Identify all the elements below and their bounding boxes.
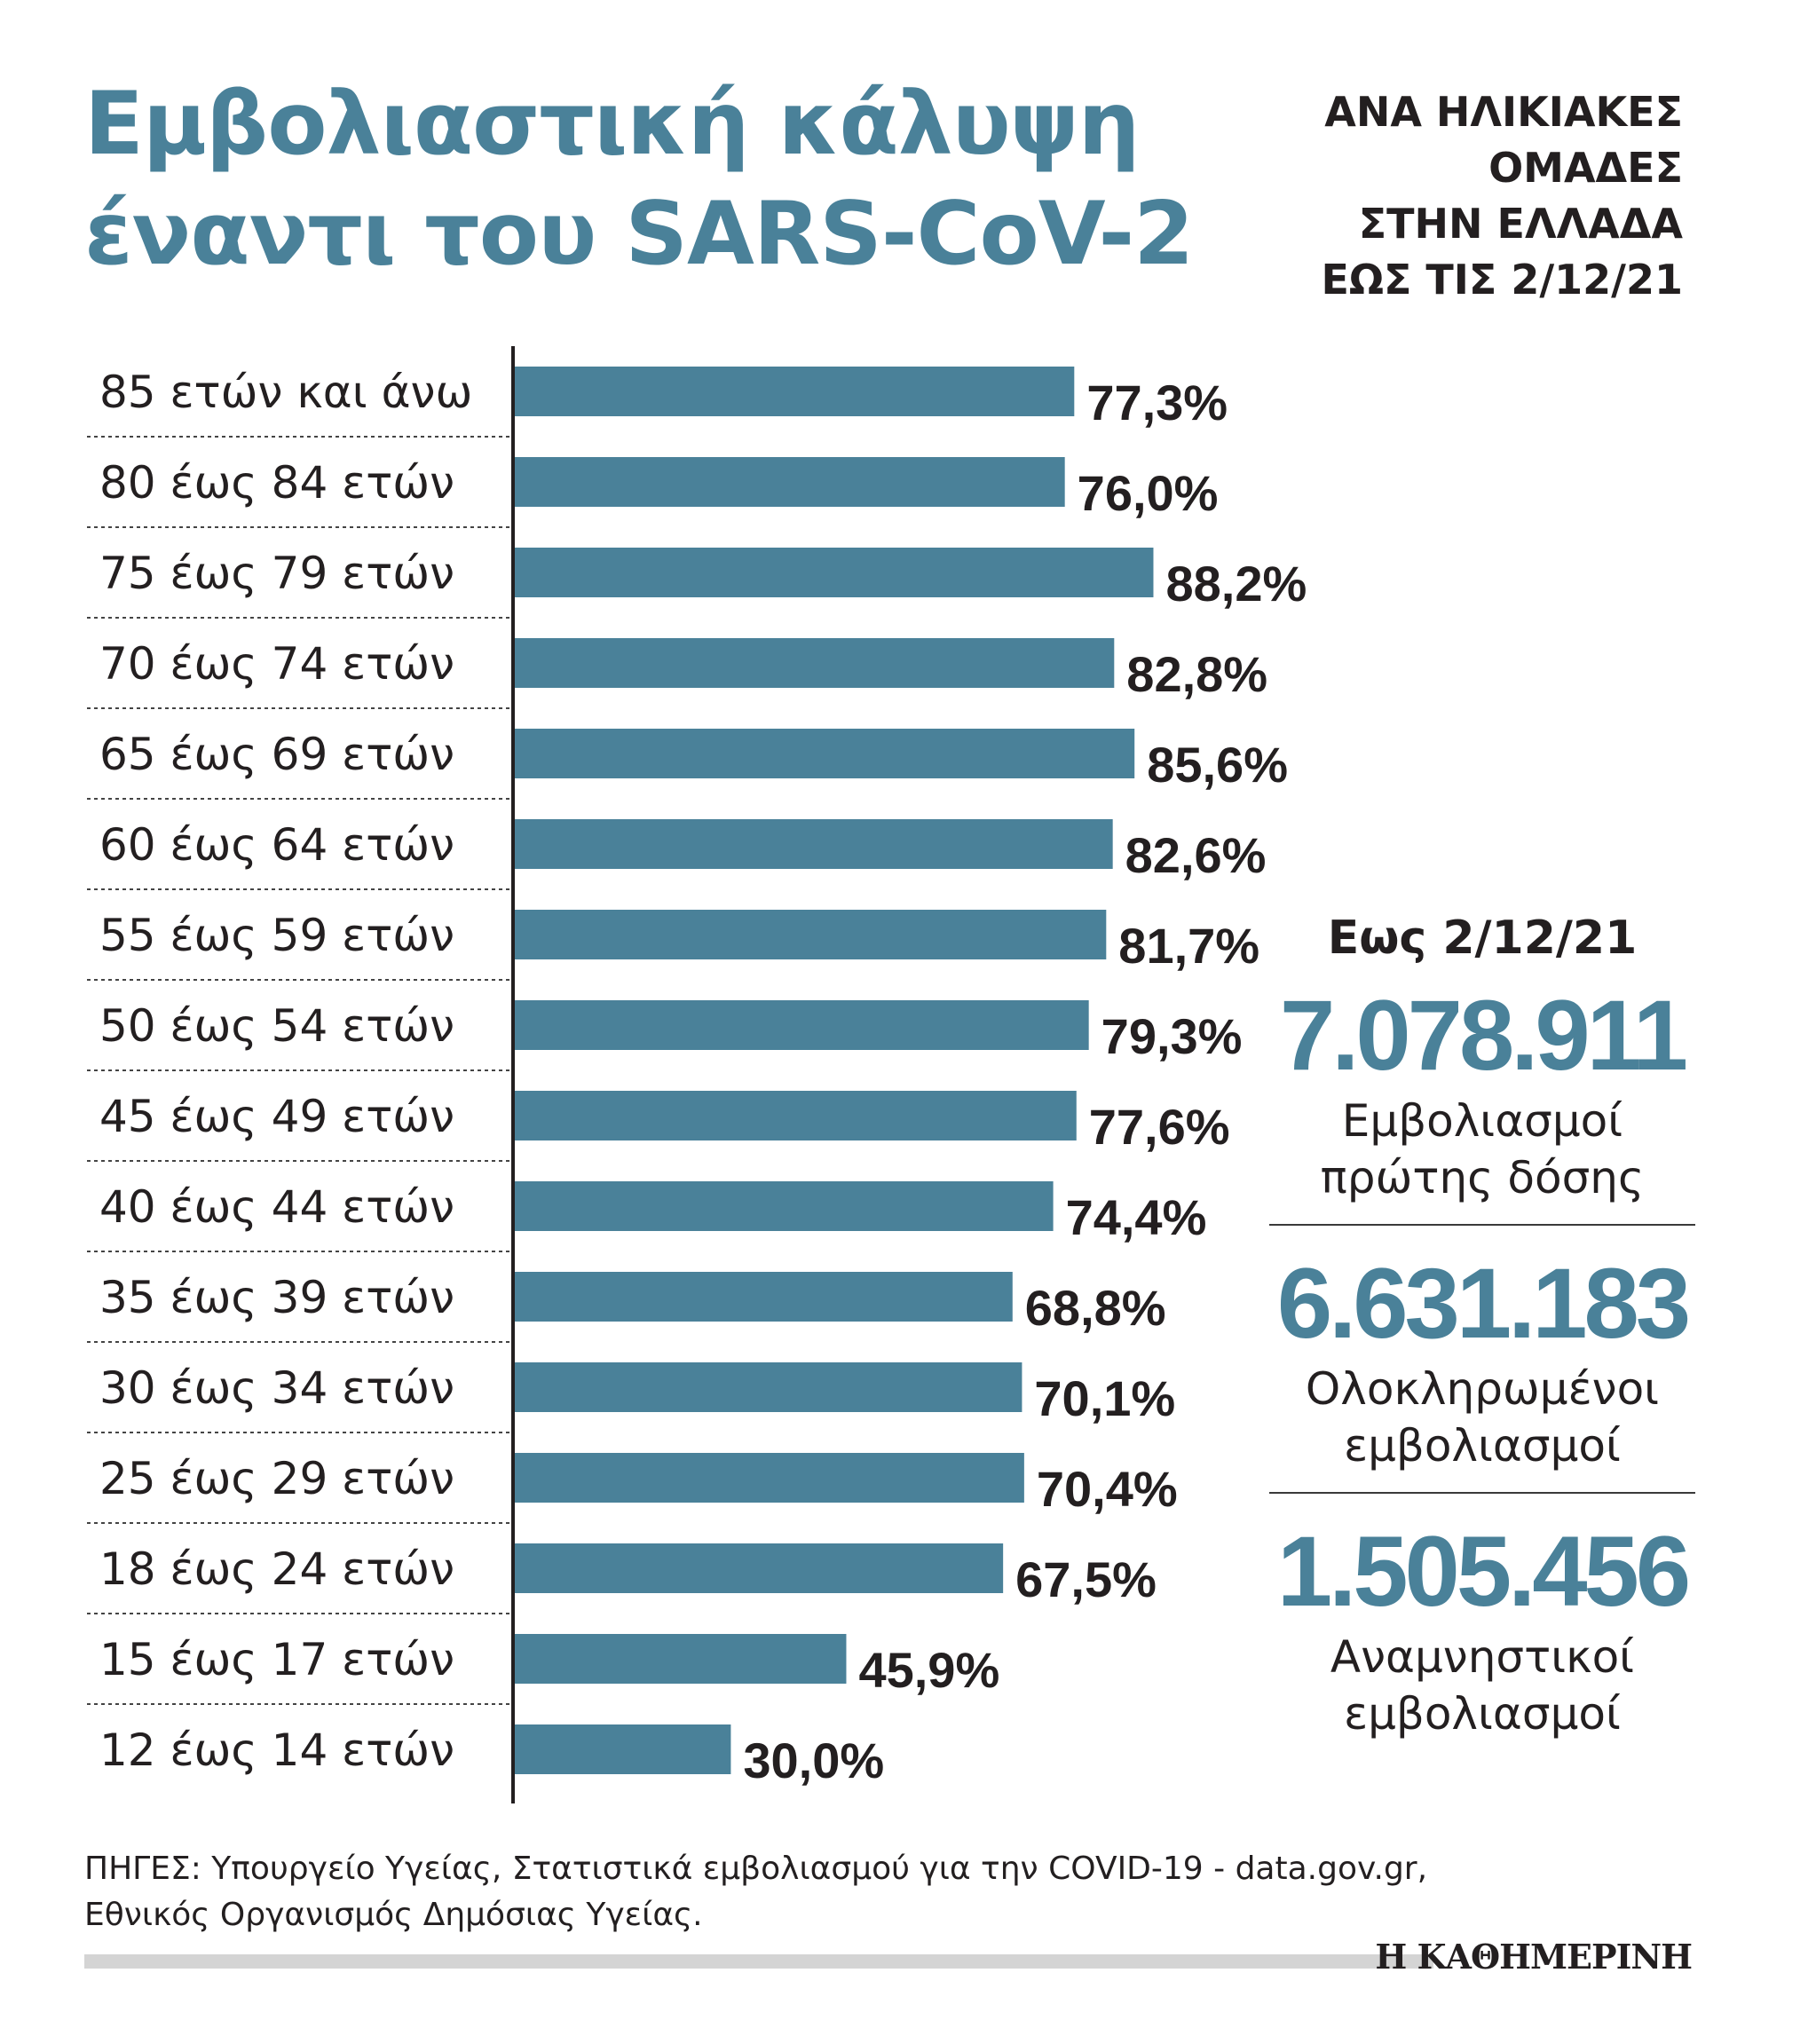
stat-booster-label-line-1: Αναμνηστικοί xyxy=(1330,1631,1635,1683)
bar xyxy=(513,1362,1022,1412)
stat-first-dose-label-line-1: Εμβολιασμοί xyxy=(1341,1095,1623,1147)
category-label: 30 έως 34 ετών xyxy=(99,1362,454,1414)
stat-first-dose-label: Εμβολιασμοί πρώτης δόσης xyxy=(1269,1093,1695,1206)
stat-completed: 6.631.183 Ολοκληρωμένοι εμβολιασμοί xyxy=(1269,1224,1695,1492)
subtitle-line-2: ΟΜΑΔΕΣ xyxy=(1488,144,1683,192)
category-label: 80 έως 84 ετών xyxy=(99,457,454,509)
value-label: 77,6% xyxy=(1089,1099,1230,1155)
bar xyxy=(513,1091,1077,1140)
bar xyxy=(513,638,1115,688)
bar-chart: 85 ετών και άνω 77,3% 80 έως 84 ετών 76,0% 7… xyxy=(87,346,1307,1803)
value-label: 88,2% xyxy=(1165,556,1307,612)
bar xyxy=(513,1272,1013,1322)
stat-first-dose: 7.078.911 Εμβολιασμοί πρώτης δόσης xyxy=(1269,983,1695,1224)
category-label: 70 έως 74 ετών xyxy=(99,638,454,690)
stat-booster-value: 1.505.456 xyxy=(1276,1516,1691,1627)
stat-completed-label-line-2: εμβολιασμοί xyxy=(1344,1420,1621,1472)
value-label: 45,9% xyxy=(858,1642,999,1698)
category-label: 55 έως 59 ετών xyxy=(99,910,454,961)
stat-completed-label: Ολοκληρωμένοι εμβολιασμοί xyxy=(1269,1361,1695,1474)
bar xyxy=(513,1000,1089,1050)
stats-date: Εως 2/12/21 xyxy=(1327,912,1638,965)
category-label: 25 έως 29 ετών xyxy=(99,1453,454,1504)
bar xyxy=(513,367,1075,416)
bar xyxy=(513,1724,731,1774)
value-label: 76,0% xyxy=(1078,465,1219,521)
sources-line-2: Εθνικός Οργανισμός Δημόσιας Υγείας. xyxy=(84,1897,703,1933)
category-label: 45 έως 49 ετών xyxy=(99,1091,454,1142)
value-label: 67,5% xyxy=(1015,1551,1157,1607)
value-label: 85,6% xyxy=(1147,737,1288,793)
bar xyxy=(513,1181,1054,1231)
bar xyxy=(513,1543,1004,1593)
bar xyxy=(513,1634,847,1684)
category-label: 15 έως 17 ετών xyxy=(99,1634,454,1685)
footer-divider xyxy=(84,1954,1433,1969)
chart-title: Εμβολιαστική κάλυψη έναντι του SARS-CoV-… xyxy=(84,69,1194,289)
category-label: 35 έως 39 ετών xyxy=(99,1272,454,1323)
chart-title-line-1: Εμβολιαστική κάλυψη xyxy=(84,74,1140,175)
subtitle-line-4: ΕΩΣ ΤΙΣ 2/12/21 xyxy=(1321,256,1683,304)
stat-completed-value: 6.631.183 xyxy=(1276,1248,1691,1359)
value-label: 77,3% xyxy=(1086,375,1228,430)
category-label: 65 έως 69 ετών xyxy=(99,729,454,780)
chart-title-line-2: έναντι του SARS-CoV-2 xyxy=(84,184,1194,285)
stat-booster-label: Αναμνηστικοί εμβολιασμοί xyxy=(1269,1629,1695,1742)
value-label: 81,7% xyxy=(1118,918,1259,974)
bar xyxy=(513,548,1154,597)
sources-line-1: ΠΗΓΕΣ: Υπουργείο Υγείας, Στατιστικά εμβο… xyxy=(84,1851,1428,1887)
bar xyxy=(513,1453,1024,1503)
bar xyxy=(513,819,1113,869)
value-label: 74,4% xyxy=(1066,1189,1207,1245)
stat-booster-label-line-2: εμβολιασμοί xyxy=(1344,1688,1621,1740)
category-label: 60 έως 64 ετών xyxy=(99,819,454,871)
value-label: 30,0% xyxy=(743,1732,884,1788)
bar xyxy=(513,729,1135,778)
bar xyxy=(513,910,1107,959)
category-label: 18 έως 24 ετών xyxy=(99,1543,454,1595)
stat-first-dose-label-line-2: πρώτης δόσης xyxy=(1320,1152,1645,1204)
category-label: 85 ετών και άνω xyxy=(99,367,472,418)
category-label: 40 έως 44 ετών xyxy=(99,1181,454,1233)
stats-panel: Εως 2/12/21 7.078.911 Εμβολιασμοί πρώτης… xyxy=(1269,910,1695,1760)
category-label: 75 έως 79 ετών xyxy=(99,548,454,599)
value-label: 70,4% xyxy=(1037,1461,1178,1517)
category-label: 12 έως 14 ετών xyxy=(99,1724,454,1776)
stat-first-dose-value: 7.078.911 xyxy=(1279,980,1688,1091)
stat-booster: 1.505.456 Αναμνηστικοί εμβολιασμοί xyxy=(1269,1492,1695,1760)
bar xyxy=(513,457,1065,507)
value-label: 82,8% xyxy=(1126,646,1267,702)
value-label: 68,8% xyxy=(1025,1280,1166,1336)
chart-subtitle: ΑΝΑ ΗΛΙΚΙΑΚΕΣ ΟΜΑΔΕΣ ΣΤΗΝ ΕΛΛΑΔΑ ΕΩΣ ΤΙΣ… xyxy=(1221,84,1683,308)
publisher-logo: Η ΚΑΘΗΜΕΡΙΝΗ xyxy=(1375,1937,1693,1977)
sources-note: ΠΗΓΕΣ: Υπουργείο Υγείας, Στατιστικά εμβο… xyxy=(84,1846,1504,1938)
subtitle-line-3: ΣΤΗΝ ΕΛΛΑΔΑ xyxy=(1358,200,1683,248)
subtitle-line-1: ΑΝΑ ΗΛΙΚΙΑΚΕΣ xyxy=(1324,88,1683,136)
category-label: 50 έως 54 ετών xyxy=(99,1000,454,1052)
stat-completed-label-line-1: Ολοκληρωμένοι xyxy=(1305,1363,1660,1415)
value-label: 70,1% xyxy=(1034,1370,1175,1426)
value-label: 79,3% xyxy=(1101,1008,1243,1064)
value-label: 82,6% xyxy=(1125,827,1267,883)
